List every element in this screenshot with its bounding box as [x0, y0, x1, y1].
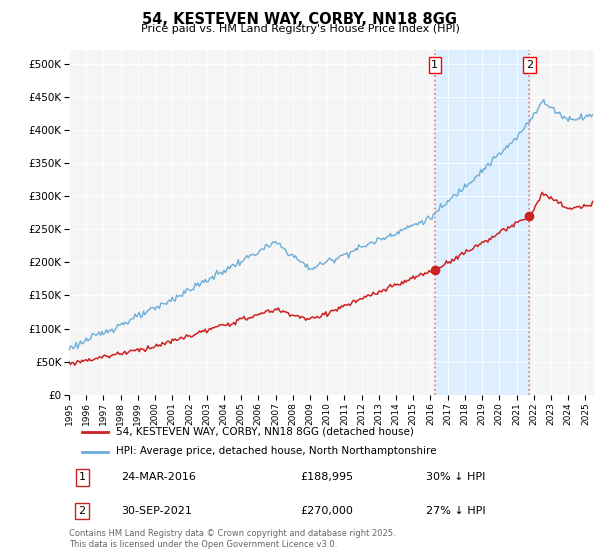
Text: 54, KESTEVEN WAY, CORBY, NN18 8GG: 54, KESTEVEN WAY, CORBY, NN18 8GG — [143, 12, 458, 27]
Text: £188,995: £188,995 — [300, 473, 353, 483]
Text: 1: 1 — [431, 60, 438, 70]
Text: 2: 2 — [79, 506, 86, 516]
Text: 27% ↓ HPI: 27% ↓ HPI — [426, 506, 485, 516]
Text: 30% ↓ HPI: 30% ↓ HPI — [426, 473, 485, 483]
Text: HPI: Average price, detached house, North Northamptonshire: HPI: Average price, detached house, Nort… — [116, 446, 437, 456]
Text: 1: 1 — [79, 473, 86, 483]
Text: Price paid vs. HM Land Registry's House Price Index (HPI): Price paid vs. HM Land Registry's House … — [140, 24, 460, 34]
Text: 30-SEP-2021: 30-SEP-2021 — [121, 506, 193, 516]
Text: 54, KESTEVEN WAY, CORBY, NN18 8GG (detached house): 54, KESTEVEN WAY, CORBY, NN18 8GG (detac… — [116, 427, 414, 437]
Text: Contains HM Land Registry data © Crown copyright and database right 2025.
This d: Contains HM Land Registry data © Crown c… — [69, 529, 395, 549]
Bar — [435, 50, 529, 395]
Text: £270,000: £270,000 — [300, 506, 353, 516]
Text: 24-MAR-2016: 24-MAR-2016 — [121, 473, 196, 483]
Text: 2: 2 — [526, 60, 533, 70]
